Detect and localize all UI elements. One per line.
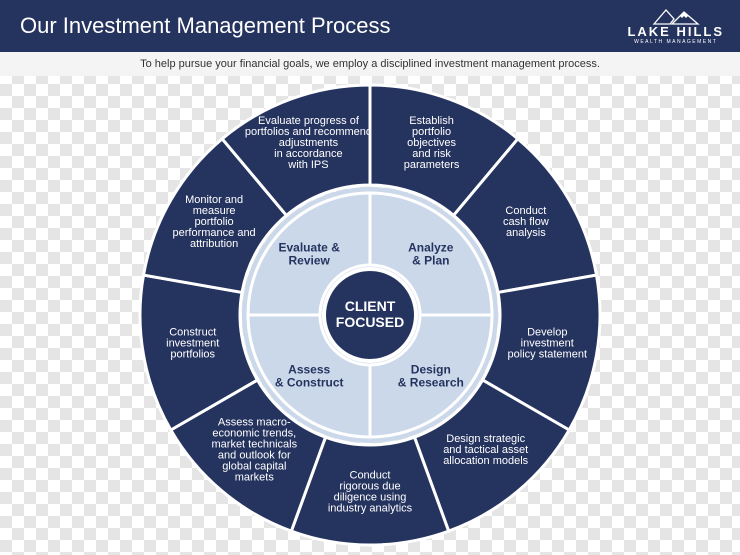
outer-segment-label: Conductcash flowanalysis (503, 205, 549, 239)
outer-segment-label: Establishportfolioobjectivesand riskpara… (404, 115, 460, 171)
logo-text-main: LAKE HILLS (627, 24, 724, 39)
logo-text-sub: WEALTH MANAGEMENT (634, 39, 717, 45)
center-label: CLIENTFOCUSED (336, 298, 404, 330)
header-bar: Our Investment Management Process LAKE H… (0, 0, 740, 52)
inner-quadrant-label: Analyze& Plan (408, 241, 454, 268)
brand-logo: LAKE HILLS WEALTH MANAGEMENT (627, 8, 724, 45)
page-title: Our Investment Management Process (20, 13, 391, 39)
outer-segment-label: Constructinvestmentportfolios (166, 326, 219, 360)
process-diagram: Establishportfolioobjectivesand riskpara… (135, 80, 605, 550)
subtitle-bar: To help pursue your financial goals, we … (0, 52, 740, 76)
outer-segment-label: Design strategicand tactical assetalloca… (443, 433, 528, 467)
